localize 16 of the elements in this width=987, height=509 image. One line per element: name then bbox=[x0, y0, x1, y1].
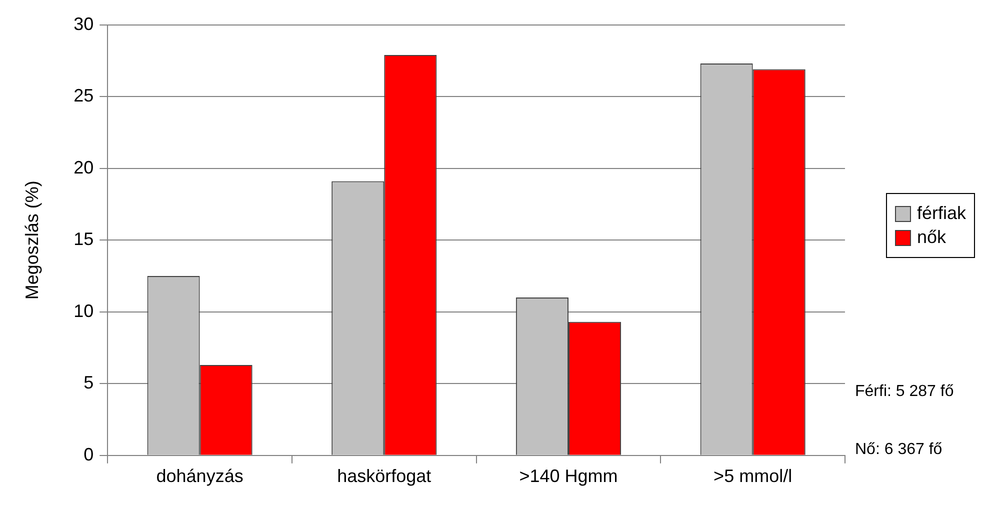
legend-label: férfiak bbox=[916, 203, 966, 224]
y-tick-label: 5 bbox=[84, 372, 94, 393]
text: Férfi: 5 287 fő bbox=[855, 382, 954, 400]
y-axis-title: Megoszlás (%) bbox=[22, 180, 42, 300]
x-tick-label: >140 Hgmm bbox=[519, 466, 618, 486]
y-tick-label: 25 bbox=[74, 86, 94, 106]
y-tick-label: 10 bbox=[74, 300, 94, 321]
y-tick-label: 30 bbox=[74, 14, 94, 34]
legend-label: nők bbox=[916, 227, 946, 248]
y-tick-label: 15 bbox=[74, 229, 94, 250]
x-tick-label: >5 mmol/l bbox=[714, 466, 792, 486]
x-tick-label: haskörfogat bbox=[337, 466, 432, 486]
text: Nő: 6 367 fő bbox=[855, 440, 942, 458]
x-tick-label: dohányzás bbox=[156, 466, 244, 486]
y-tick-label: 20 bbox=[74, 157, 94, 178]
y-tick-label: 0 bbox=[84, 444, 94, 464]
